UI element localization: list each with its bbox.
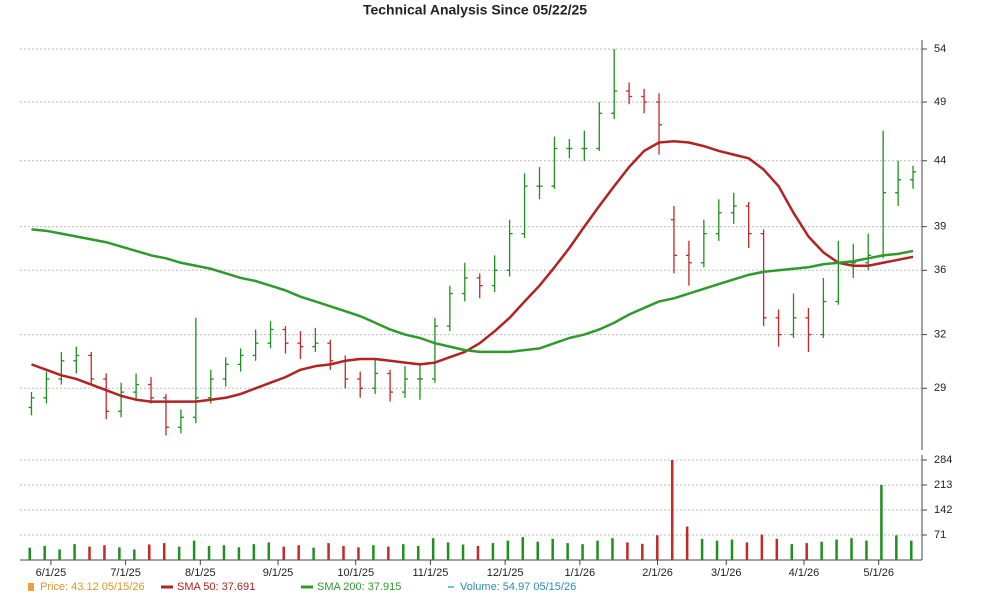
volume-bar [267, 542, 271, 560]
x-tick-label: 6/1/25 [36, 567, 67, 579]
volume-bar [342, 545, 345, 560]
x-tick-label: 2/1/26 [642, 567, 673, 579]
y2-tick-label: 213 [934, 479, 952, 491]
volume-bar [730, 539, 734, 560]
volume-bar [148, 544, 151, 560]
y-tick-label: 54 [934, 43, 946, 55]
volume-bar [222, 545, 226, 560]
y-tick-label: 36 [934, 264, 946, 276]
x-tick-label: 11/1/25 [412, 567, 448, 579]
volume-bar [596, 540, 599, 560]
legend-label: Price: 43.12 05/15/26 [40, 581, 145, 593]
volume-bar [745, 542, 749, 560]
x-tick-label: 12/1/25 [487, 567, 524, 579]
volume-bar [237, 547, 241, 560]
volume-bar [387, 546, 390, 560]
y2-tick-label: 142 [934, 504, 952, 516]
chart-title: Technical Analysis Since 05/22/25 [363, 2, 587, 18]
volume-bar [357, 547, 360, 560]
volume-bar [790, 544, 794, 560]
volume-bar [895, 535, 898, 560]
volume-bar [282, 546, 285, 560]
volume-bar [491, 543, 495, 560]
volume-bar [641, 543, 644, 560]
volume-bar [670, 460, 674, 560]
volume-bar [820, 541, 823, 560]
x-tick-label: 9/1/25 [263, 567, 294, 579]
volume-bar [536, 541, 539, 560]
y-tick-label: 39 [934, 221, 946, 233]
volume-bar [656, 535, 659, 560]
volume-bar [416, 545, 420, 560]
x-tick-label: 7/1/25 [110, 567, 141, 579]
x-tick-label: 10/1/25 [337, 567, 374, 579]
x-tick-label: 8/1/25 [185, 567, 216, 579]
volume-bar [775, 538, 779, 560]
volume-bar [551, 538, 554, 560]
volume-bar [118, 547, 121, 560]
volume-bar [162, 543, 166, 560]
volume-bar [521, 537, 525, 560]
volume-bar [910, 540, 913, 560]
volume-bar [73, 544, 76, 560]
moving-average-line [31, 228, 914, 354]
volume-bar [88, 546, 91, 560]
y-tick-label: 44 [934, 155, 946, 167]
volume-bar [700, 538, 704, 560]
moving-average-line [31, 140, 914, 403]
volume-bar [461, 544, 465, 560]
y-tick-label: 49 [934, 96, 946, 108]
volume-bar [626, 542, 629, 560]
volume-bar [850, 538, 853, 560]
volume-bar [431, 538, 435, 560]
legend-label: SMA 50: 37.691 [177, 581, 255, 593]
volume-bar [192, 540, 196, 560]
volume-bar [880, 485, 883, 560]
volume-bar [207, 545, 211, 560]
volume-bar [611, 538, 614, 560]
x-tick-label: 1/1/26 [565, 567, 596, 579]
volume-bar [715, 540, 719, 560]
volume-bar [327, 543, 330, 560]
volume-bar [372, 545, 375, 560]
volume-bar [581, 544, 584, 560]
volume-bar [58, 549, 61, 560]
volume-bar [297, 545, 300, 560]
volume-bar [43, 545, 46, 560]
volume-bar [506, 540, 510, 560]
volume-bar [835, 539, 838, 560]
volume-bar [865, 540, 868, 560]
x-tick-label: 5/1/26 [863, 567, 894, 579]
volume-bar [476, 545, 480, 560]
volume-bar [177, 546, 181, 560]
volume-bar [312, 547, 315, 560]
x-tick-label: 3/1/26 [711, 567, 742, 579]
volume-bar [103, 545, 106, 560]
y2-tick-label: 284 [934, 454, 952, 466]
y-tick-label: 29 [934, 382, 946, 394]
volume-bar [133, 549, 136, 560]
volume-bar [252, 544, 256, 560]
volume-bar [685, 526, 689, 560]
legend-label: Volume: 54.97 05/15/26 [460, 581, 576, 593]
legend-label: SMA 200: 37.915 [317, 581, 401, 593]
volume-bar [402, 544, 405, 560]
volume-bar [28, 547, 31, 560]
volume-bar [566, 543, 569, 560]
volume-bar [446, 542, 450, 560]
y-tick-label: 32 [934, 328, 946, 340]
volume-bar [760, 534, 764, 560]
legend-marker [28, 583, 34, 591]
x-tick-label: 4/1/26 [789, 567, 820, 579]
y2-tick-label: 71 [934, 529, 946, 541]
volume-bar [805, 543, 808, 560]
